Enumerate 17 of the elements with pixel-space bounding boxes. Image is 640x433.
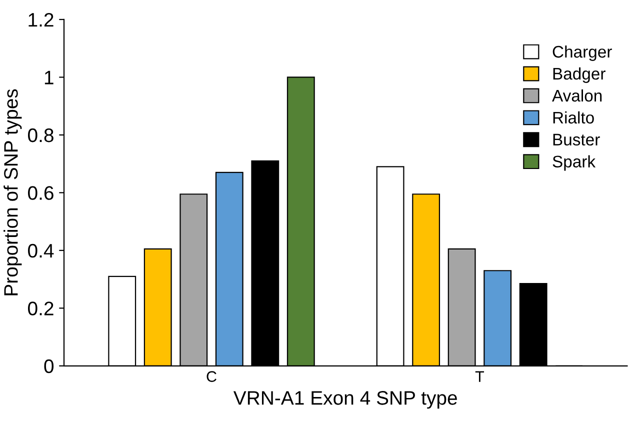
legend-label: Avalon	[552, 89, 602, 102]
y-tick-label: 1	[44, 70, 54, 84]
y-tick-label: 0	[44, 359, 54, 374]
y-tick-label: 1.2	[28, 12, 54, 27]
legend-label: Buster	[553, 134, 600, 146]
legend-label: Rialto	[553, 111, 594, 124]
x-tick-label: C	[206, 371, 216, 382]
y-axis-title: Proportion of SNP types	[4, 89, 22, 296]
legend-label: Spark	[552, 155, 596, 171]
y-tick-label: 0.2	[28, 302, 54, 316]
legend-label: Charger	[552, 45, 612, 61]
y-tick-label: 0.8	[28, 128, 54, 142]
y-tick-label: 0.4	[28, 244, 54, 258]
y-tick-label: 0.6	[28, 186, 54, 200]
x-tick-label: T	[475, 371, 484, 382]
legend-label: Badger	[553, 67, 606, 83]
x-axis-title: VRN-A1 Exon 4 SNP type	[233, 391, 457, 409]
